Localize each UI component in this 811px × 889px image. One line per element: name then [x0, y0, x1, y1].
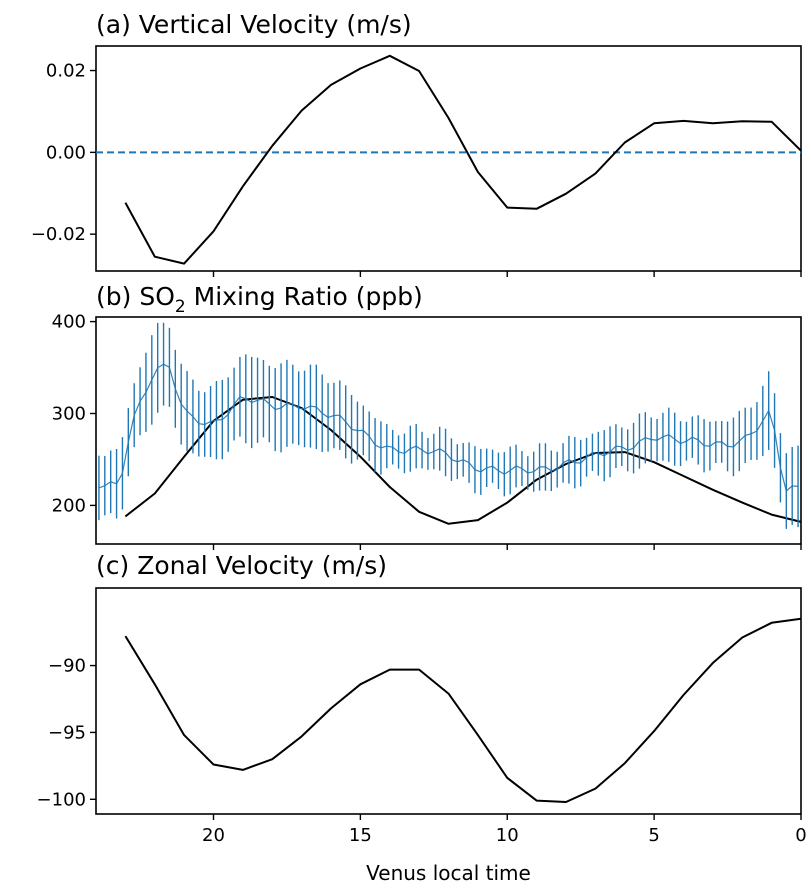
plot-frame [95, 316, 802, 545]
panel-c-plot: −100 −95 −90 20 15 10 5 0 [37, 587, 807, 846]
panel-b-title: (b) SO2 Mixing Ratio (ppb) [96, 282, 423, 317]
x-tick-label: 15 [349, 825, 372, 846]
observation-errorbars [98, 322, 799, 529]
plot-frame [95, 587, 802, 815]
y-tick-label: 0.00 [46, 142, 86, 163]
x-tick-label: 20 [202, 825, 225, 846]
panel-a-plot: −0.02 0.00 0.02 [31, 45, 802, 277]
x-tick-label: 10 [496, 825, 519, 846]
panel-a-title: (a) Vertical Velocity (m/s) [96, 10, 412, 39]
observation-mean-line [98, 363, 799, 493]
y-tick-label: −90 [48, 656, 86, 677]
panel-vertical-velocity: (a) Vertical Velocity (m/s) −0.02 0.00 0.0… [31, 10, 802, 277]
y-tick-label: −95 [48, 722, 86, 743]
y-tick-label: 400 [52, 312, 86, 333]
y-tick-label: 300 [52, 403, 86, 424]
panel-b-plot: 200 300 400 [52, 312, 802, 550]
plot-frame [95, 45, 802, 272]
model-series-line [124, 396, 802, 525]
panel-b-title-suffix: Mixing Ratio (ppb) [186, 282, 423, 311]
model-series-line [124, 617, 802, 803]
x-tick-label: 0 [795, 825, 806, 846]
x-tick-label: 5 [648, 825, 659, 846]
panel-so2-mixing-ratio: (b) SO2 Mixing Ratio (ppb) 200 300 400 [52, 282, 802, 550]
model-series-line [124, 54, 802, 265]
y-tick-label: 0.02 [46, 61, 86, 82]
panel-b-title-prefix: (b) SO [96, 282, 175, 311]
y-tick-label: −0.02 [31, 224, 86, 245]
y-tick-label: −100 [37, 789, 86, 810]
y-tick-label: 200 [52, 495, 86, 516]
panel-c-title: (c) Zonal Velocity (m/s) [96, 551, 387, 580]
panel-b-title-subscript: 2 [175, 297, 186, 317]
x-axis-label: Venus local time [366, 861, 531, 885]
panel-zonal-velocity: (c) Zonal Velocity (m/s) −100 −95 −90 20 15 1… [37, 551, 807, 846]
